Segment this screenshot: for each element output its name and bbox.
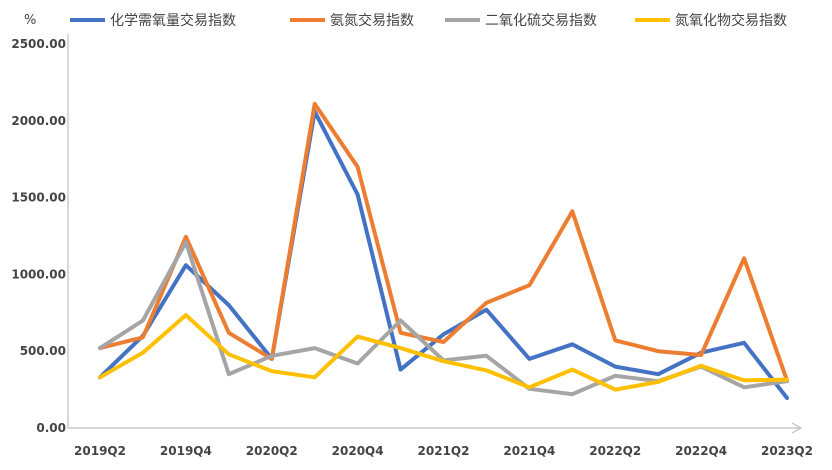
y-tick-label: 1500.00 bbox=[11, 191, 66, 205]
legend-item-ammonia: 氨氮交易指数 bbox=[290, 12, 414, 29]
legend-label-so2: 二氧化硫交易指数 bbox=[485, 12, 597, 29]
x-tick-label: 2019Q2 bbox=[74, 444, 126, 458]
x-axis-ticks: 2019Q2 2019Q4 2020Q2 2020Q4 2021Q2 2021Q4 2022… bbox=[74, 444, 813, 458]
x-tick-label: 2021Q2 bbox=[418, 444, 470, 458]
legend: 化学需氧量交易指数 氨氮交易指数 二氧化硫交易指数 氮氧化物交易指数 bbox=[70, 12, 787, 29]
y-tick-label: 1000.00 bbox=[11, 267, 66, 281]
legend-label-ammonia: 氨氮交易指数 bbox=[330, 12, 414, 29]
y-tick-label: 2000.00 bbox=[11, 114, 66, 128]
series-line-cod bbox=[98, 109, 789, 400]
y-tick-label: 500.00 bbox=[20, 344, 66, 358]
series-line-nox bbox=[98, 313, 789, 392]
axes bbox=[67, 34, 803, 434]
y-tick-label: 2500.00 bbox=[11, 37, 66, 51]
x-tick-label: 2020Q4 bbox=[332, 444, 384, 458]
legend-item-so2: 二氧化硫交易指数 bbox=[445, 12, 597, 29]
x-axis-arrow bbox=[791, 422, 803, 434]
legend-item-nox: 氮氧化物交易指数 bbox=[635, 12, 787, 29]
legend-label-cod: 化学需氧量交易指数 bbox=[110, 12, 236, 29]
series-lines bbox=[98, 101, 789, 400]
x-tick-label: 2022Q4 bbox=[675, 444, 727, 458]
x-tick-label: 2022Q2 bbox=[589, 444, 641, 458]
x-tick-label: 2019Q4 bbox=[160, 444, 212, 458]
x-tick-label: 2023Q2 bbox=[761, 444, 813, 458]
x-tick-label: 2020Q2 bbox=[246, 444, 298, 458]
legend-item-cod: 化学需氧量交易指数 bbox=[70, 12, 236, 29]
y-axis-unit: % bbox=[24, 13, 36, 28]
legend-label-nox: 氮氧化物交易指数 bbox=[675, 12, 787, 29]
y-axis-ticks: 0.00 500.00 1000.00 1500.00 2000.00 2500.00 bbox=[11, 37, 66, 435]
y-tick-label: 0.00 bbox=[36, 421, 66, 435]
x-tick-label: 2021Q4 bbox=[503, 444, 555, 458]
series-line-ammonia bbox=[98, 101, 789, 383]
